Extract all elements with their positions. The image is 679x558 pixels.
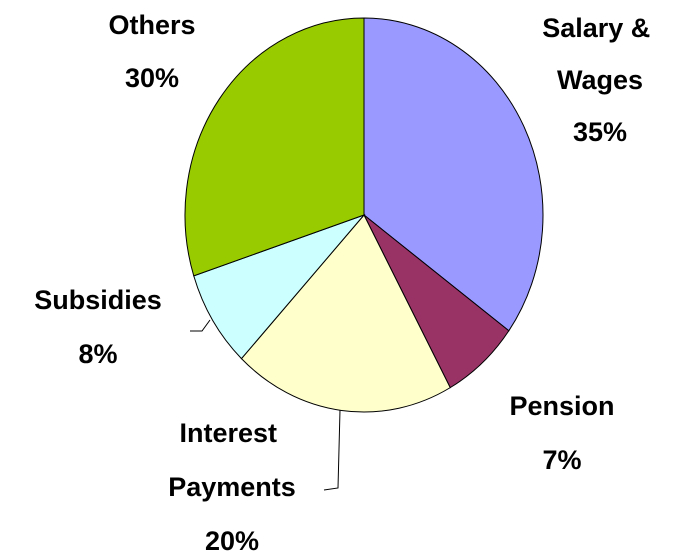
slice-label: Interest Payments	[168, 418, 296, 502]
slice-label: Pension	[509, 391, 614, 421]
pie-slice	[193, 213, 366, 360]
slice-label: Subsidies	[34, 285, 162, 315]
label-line: Salary &	[542, 13, 658, 43]
pie-slice	[363, 17, 544, 332]
value-label: 7%	[542, 445, 581, 475]
leader-line	[323, 409, 341, 491]
label-line: Interest	[179, 418, 284, 448]
value-label: 20%	[205, 526, 259, 556]
slice-label: Salary & Wages	[542, 13, 658, 95]
label-line: Payments	[168, 472, 296, 502]
value-label: 35%	[573, 117, 627, 147]
value-label: 30%	[125, 63, 179, 93]
pie-slice	[184, 17, 365, 277]
value-label: 8%	[78, 339, 117, 369]
slice-label: Others	[108, 10, 195, 40]
pie-slice	[240, 214, 451, 413]
leader-line	[190, 319, 211, 332]
label-line: Wages	[557, 65, 643, 95]
